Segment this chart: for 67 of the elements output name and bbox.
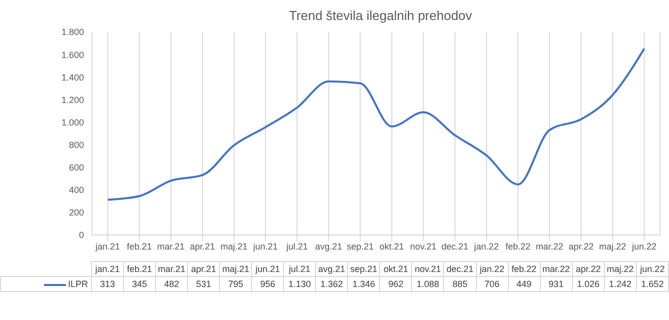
category-label: jan.21	[95, 264, 120, 274]
data-label: 313	[92, 276, 124, 292]
x-tick-label: feb.21	[126, 241, 152, 252]
x-tick-label: avg.21	[315, 241, 342, 252]
data-label: 706	[476, 276, 508, 292]
data-label: 449	[508, 276, 540, 292]
y-tick-label: 1.400	[61, 72, 84, 82]
category-label: apr.21	[191, 264, 216, 274]
x-tick-label: jun.22	[630, 241, 656, 252]
y-tick-label: 1.600	[61, 50, 84, 60]
x-tick-label: jan.21	[94, 241, 120, 252]
category-label: jan.22	[480, 264, 504, 274]
y-tick-label: 800	[68, 140, 84, 150]
category-label: nov.21	[414, 264, 442, 274]
y-tick-label: 400	[68, 185, 84, 196]
x-tick-label: dec.21	[441, 241, 468, 252]
y-tick-label: 1.000	[61, 117, 84, 128]
y-tick-label: 600	[68, 162, 84, 173]
category-label: jun.22	[640, 264, 665, 274]
x-tick-label: jan.22	[473, 241, 499, 252]
category-label: okt.21	[384, 264, 408, 274]
x-tick-label: jun.21	[252, 241, 278, 252]
x-tick-label: apr.22	[568, 241, 594, 252]
x-tick-label: maj.21	[220, 241, 248, 252]
category-label: mar.21	[158, 264, 186, 274]
y-tick-label: 1.800	[61, 27, 84, 38]
category-label: sep.21	[350, 264, 378, 274]
data-label: 885	[444, 276, 476, 292]
x-tick-label: sep.21	[346, 241, 374, 252]
line-series	[106, 48, 646, 201]
y-tick-label: 1.200	[61, 94, 84, 105]
x-tick-label: apr.21	[190, 241, 215, 252]
data-label: 482	[155, 276, 188, 292]
x-tick-label: mar.21	[157, 241, 185, 252]
category-label: avg.21	[318, 264, 346, 274]
chart-title: Trend števila ilegalnih prehodov	[288, 7, 474, 25]
data-label: 1.130	[284, 276, 316, 292]
data-label: 962	[380, 276, 412, 292]
category-label: maj.21	[222, 264, 250, 274]
x-tick-label: okt.21	[380, 241, 404, 252]
data-label: 1.362	[316, 276, 348, 292]
category-label: feb.21	[126, 264, 152, 274]
x-tick-label: jul.21	[285, 241, 308, 252]
category-label: apr.22	[576, 264, 601, 274]
data-label: 956	[252, 276, 284, 292]
category-label: jul.21	[288, 264, 310, 274]
data-label: 1.242	[604, 276, 636, 292]
x-tick-label: feb.22	[505, 241, 531, 252]
category-label: dec.21	[446, 264, 474, 274]
data-label: 795	[220, 276, 252, 292]
x-tick-label: mar.22	[536, 241, 564, 252]
data-label: 531	[188, 276, 220, 292]
data-label: 1.026	[572, 276, 604, 292]
data-label: 931	[540, 276, 572, 292]
data-label: 1.346	[348, 276, 380, 292]
category-label: mar.22	[542, 264, 570, 274]
category-label: maj.22	[606, 264, 634, 274]
data-label: 345	[124, 276, 156, 292]
data-label: 1.088	[412, 276, 444, 292]
y-tick-label: 200	[68, 208, 84, 218]
data-label: 1.652	[636, 276, 668, 292]
legend-label: ILPR	[0, 276, 92, 292]
category-label: feb.22	[512, 264, 537, 274]
x-tick-label: maj.22	[599, 241, 626, 252]
y-tick-label: 0	[78, 230, 84, 240]
x-tick-label: nov.21	[410, 241, 437, 252]
category-label: jun.21	[256, 264, 280, 274]
